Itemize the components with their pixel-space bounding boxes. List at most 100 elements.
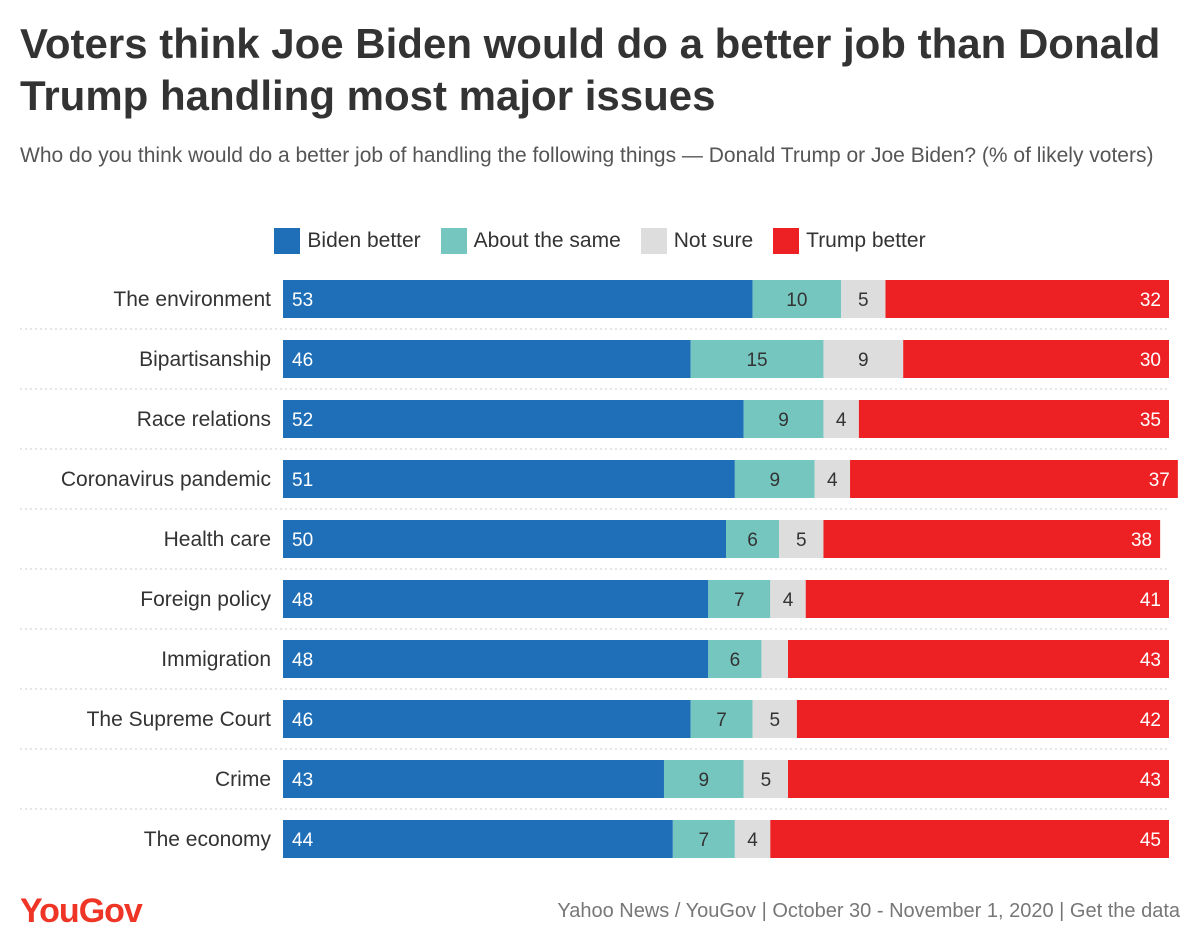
data-label: 48	[292, 650, 313, 671]
category-label: Crime	[215, 768, 271, 791]
bar-about-the-same	[690, 700, 753, 738]
data-label: 42	[1140, 710, 1161, 731]
bar-about-the-same	[690, 340, 824, 378]
data-label: 48	[292, 590, 313, 611]
data-label: 4	[827, 470, 838, 491]
bar-biden-better	[283, 520, 726, 558]
data-label: 4	[836, 410, 847, 431]
bar-row: Coronavirus pandemic 51 9 4 37	[20, 460, 1178, 510]
data-label: 41	[1140, 590, 1161, 611]
category-label: Coronavirus pandemic	[61, 468, 271, 491]
data-label: 43	[1140, 650, 1161, 671]
data-label: 9	[778, 410, 789, 431]
legend-label: Trump better	[806, 229, 926, 252]
data-label: 51	[292, 470, 313, 491]
bar-not-sure	[841, 280, 886, 318]
category-label: Bipartisanship	[139, 348, 271, 371]
category-label: The economy	[144, 828, 272, 851]
data-label: 6	[747, 530, 758, 551]
data-label: 7	[734, 590, 745, 611]
legend-swatch	[640, 228, 667, 254]
bar-row: Crime 43 9 5 43	[20, 760, 1170, 810]
bar-not-sure	[752, 700, 797, 738]
data-label: 37	[1149, 470, 1170, 491]
data-label: 4	[747, 830, 758, 851]
data-label: 5	[769, 710, 780, 731]
bar-trump-better	[823, 520, 1161, 558]
data-label: 44	[292, 830, 314, 851]
chart-subtitle: Who do you think would do a better job o…	[20, 144, 1154, 167]
bar-row: Foreign policy 48 7 4 41	[20, 580, 1170, 630]
bar-not-sure	[761, 640, 789, 678]
bar-trump-better	[885, 280, 1169, 318]
category-label: The Supreme Court	[87, 708, 272, 731]
data-label: 5	[796, 530, 807, 551]
data-label: 15	[746, 350, 767, 371]
data-label: 32	[1140, 290, 1161, 311]
bar-row: The Supreme Court 46 7 5 42	[20, 700, 1170, 750]
bar-biden-better	[283, 760, 664, 798]
category-label: Foreign policy	[140, 588, 271, 611]
data-label: 46	[292, 350, 313, 371]
bar-biden-better	[283, 280, 753, 318]
bar-trump-better	[858, 400, 1169, 438]
bar-trump-better	[903, 340, 1169, 378]
bar-about-the-same	[708, 580, 771, 618]
legend-swatch	[773, 228, 800, 254]
bar-trump-better	[805, 580, 1169, 618]
legend-not-sure: Not sure	[640, 227, 754, 255]
data-label: 5	[761, 770, 772, 791]
bar-not-sure	[743, 760, 789, 798]
data-label: 9	[858, 350, 869, 371]
category-label: Health care	[164, 528, 271, 551]
legend-label: Not sure	[673, 229, 754, 252]
bar-row: The economy 44 7 4 45	[144, 820, 1169, 858]
legend: Biden better About the same Not sure Trump …	[0, 227, 1200, 255]
data-label: 43	[1140, 770, 1161, 791]
bar-biden-better	[283, 460, 735, 498]
yougov-logo: YouGov	[20, 892, 143, 930]
bar-not-sure	[779, 520, 824, 558]
bar-row: Health care 50 6 5 38	[20, 520, 1170, 570]
legend-biden-better: Biden better	[274, 227, 421, 255]
data-label: 6	[730, 650, 741, 671]
legend-label: About the same	[473, 229, 621, 252]
legend-swatch	[274, 228, 301, 254]
legend-about-the-same: About the same	[440, 227, 621, 255]
bar-biden-better	[283, 400, 744, 438]
bar-not-sure	[770, 580, 806, 618]
bar-row: Race relations 52 9 4 35	[20, 400, 1170, 450]
bar-about-the-same	[752, 280, 842, 318]
bar-about-the-same	[734, 460, 815, 498]
bar-row: The environment 53 10 5 32	[20, 280, 1170, 330]
bar-trump-better	[796, 700, 1169, 738]
data-label: 7	[699, 830, 710, 851]
legend-swatch	[440, 228, 467, 254]
bar-biden-better	[283, 580, 709, 618]
bar-about-the-same	[672, 820, 735, 858]
data-label: 35	[1140, 410, 1161, 431]
data-label: 43	[292, 770, 313, 791]
data-label: 53	[292, 290, 313, 311]
bar-not-sure	[814, 460, 851, 498]
bar-trump-better	[788, 760, 1169, 798]
data-label: 30	[1140, 350, 1161, 371]
data-label: 5	[858, 290, 869, 311]
legend-label: Biden better	[307, 229, 421, 252]
bar-about-the-same	[708, 640, 762, 678]
bar-about-the-same	[663, 760, 744, 798]
bar-not-sure	[823, 340, 904, 378]
data-label: 50	[292, 530, 313, 551]
bar-not-sure	[823, 400, 859, 438]
data-label: 38	[1131, 530, 1152, 551]
data-label: 45	[1140, 830, 1161, 851]
bar-about-the-same	[726, 520, 780, 558]
source-note[interactable]: Yahoo News / YouGov | October 30 - Novem…	[557, 900, 1180, 922]
data-label: 9	[769, 470, 780, 491]
data-label: 7	[716, 710, 727, 731]
category-label: Race relations	[137, 408, 271, 431]
legend-trump-better: Trump better	[773, 227, 926, 255]
bar-not-sure	[734, 820, 771, 858]
category-label: Immigration	[161, 648, 271, 671]
